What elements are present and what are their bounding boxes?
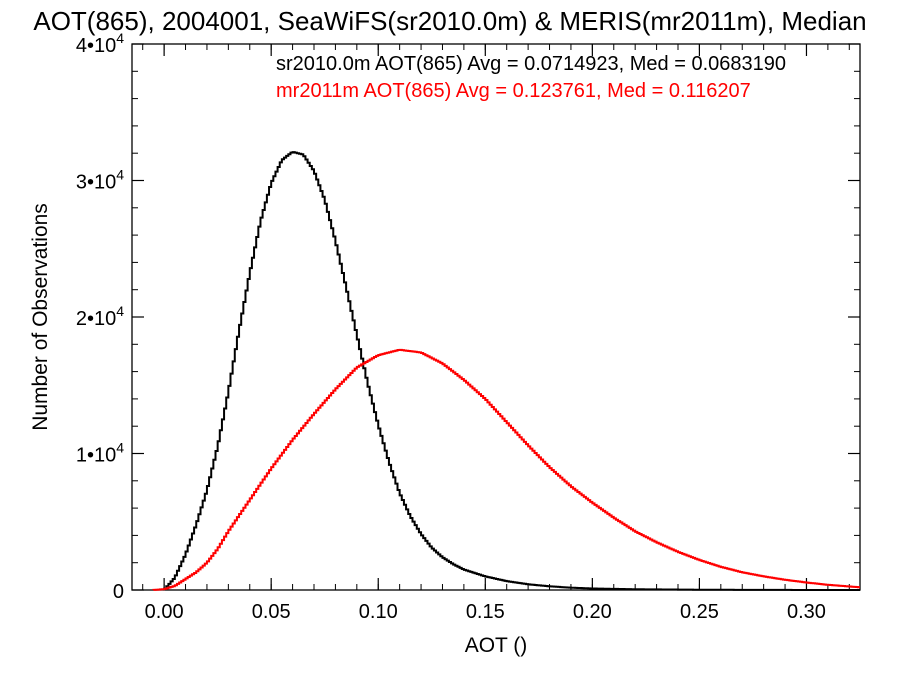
x-tick-label: 0.10	[359, 601, 398, 623]
y-tick-mantissa: 3•10	[76, 172, 116, 194]
y-tick-label: 2•104	[76, 303, 124, 330]
chart-title: AOT(865), 2004001, SeaWiFS(sr2010.0m) & …	[33, 6, 866, 36]
x-tick-label: 0.30	[787, 601, 826, 623]
x-axis-ticks: 0.00 0.05 0.10 0.15 0.20 0.25 0.30	[142, 44, 850, 623]
x-tick-label: 0.00	[145, 601, 184, 623]
y-tick-label: 1•104	[76, 440, 124, 467]
y-tick-exponent: 4	[116, 30, 124, 46]
y-axis-label: Number of Observations	[29, 203, 52, 431]
y-tick-mantissa: 2•10	[76, 308, 116, 330]
series-2-line	[152, 348, 860, 591]
x-tick-label: 0.20	[573, 601, 612, 623]
y-tick-mantissa: 0	[113, 581, 124, 603]
y-tick-exponent: 4	[116, 303, 124, 319]
y-tick-label: 4•104	[76, 30, 124, 57]
x-tick-label: 0.15	[466, 601, 505, 623]
y-tick-mantissa: 1•10	[76, 445, 116, 467]
y-tick-exponent: 4	[116, 440, 124, 456]
y-tick-exponent: 4	[116, 167, 124, 183]
legend-entry-series-1: sr2010.0m AOT(865) Avg = 0.0714923, Med …	[276, 53, 786, 75]
x-tick-label: 0.25	[680, 601, 719, 623]
legend-entry-series-2: mr2011m AOT(865) Avg = 0.123761, Med = 0…	[276, 80, 751, 102]
x-axis-label: AOT ()	[465, 634, 528, 657]
y-tick-mantissa: 4•10	[76, 35, 116, 57]
y-tick-label: 3•104	[76, 167, 124, 194]
series-lines	[152, 151, 860, 591]
x-tick-label: 0.05	[252, 601, 291, 623]
series-1-line	[163, 151, 860, 591]
y-tick-label: 0	[113, 581, 124, 603]
